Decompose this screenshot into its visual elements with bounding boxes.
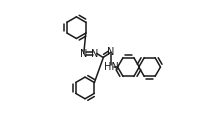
Text: N: N (91, 48, 99, 59)
Text: HN: HN (104, 62, 118, 72)
Text: N: N (80, 48, 87, 59)
Text: N: N (107, 47, 115, 57)
